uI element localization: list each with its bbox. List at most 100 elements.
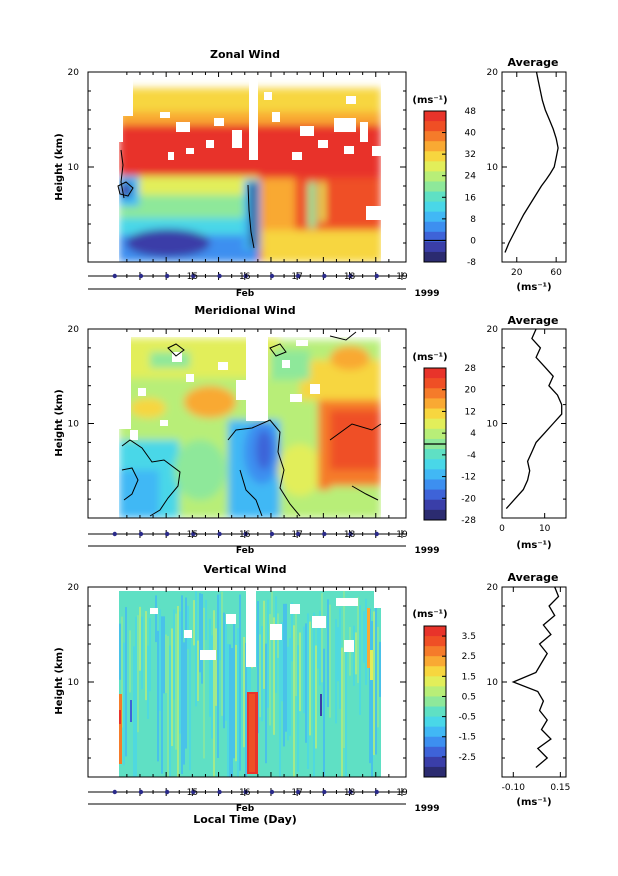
colorbar-band <box>424 469 446 480</box>
colorbar-band <box>424 489 446 501</box>
x-axis <box>126 329 390 518</box>
colorbar-band <box>424 459 446 470</box>
texture-streak <box>275 596 277 693</box>
texture-streak <box>219 594 221 661</box>
texture-streak <box>133 646 135 777</box>
colorbar-unit: (ms⁻¹) <box>412 352 447 363</box>
texture-streak <box>305 623 307 743</box>
texture-streak <box>371 620 373 777</box>
date-axis: 15 16 17 18 19 Feb 1999 <box>88 530 440 556</box>
panel-zonal: Zonal Wind Height (km) <box>54 48 567 299</box>
texture-streak <box>213 610 215 777</box>
texture-streak <box>209 618 211 717</box>
texture-streak <box>183 642 185 765</box>
texture-streak <box>147 645 149 719</box>
colorbar-label: 20 <box>465 386 477 396</box>
date-marker <box>164 789 170 795</box>
profile-y-tick-label: 20 <box>487 583 499 593</box>
date-marker <box>217 273 222 279</box>
profile-x-tick-label: 10 <box>539 524 551 534</box>
profile-x-tick-label: 0 <box>499 524 505 534</box>
colorbar-label: 32 <box>465 150 476 160</box>
texture-streak <box>155 595 157 643</box>
texture-streak <box>307 613 309 770</box>
date-marker <box>374 273 379 279</box>
texture-streak <box>195 591 197 707</box>
colorbar-label: -2.5 <box>458 753 476 763</box>
texture-streak <box>265 643 267 764</box>
texture-streak <box>235 644 237 762</box>
texture-streak <box>343 590 345 749</box>
texture-streak <box>149 618 151 692</box>
date-marker <box>138 789 144 795</box>
date-marker <box>295 531 301 537</box>
colorbar-label: -20 <box>461 494 476 504</box>
texture-streak <box>197 640 199 701</box>
colorbar-unit: (ms⁻¹) <box>412 609 447 620</box>
colorbar-band <box>424 388 446 399</box>
texture-streak <box>171 628 173 747</box>
colorbar-band <box>424 398 446 410</box>
texture-streak <box>159 609 161 711</box>
colorbar-band <box>424 479 446 491</box>
profile-title: Average <box>508 571 559 584</box>
texture-streak <box>169 645 171 777</box>
colorbar-band <box>424 221 446 233</box>
texture-streak <box>137 615 139 733</box>
date-marker <box>295 789 301 795</box>
colorbar-band <box>424 171 446 182</box>
colorbar-label: -8 <box>467 258 476 268</box>
texture-streak <box>233 619 235 759</box>
date-tick-label: 16 <box>239 272 251 282</box>
panel-vertical: Vertical Wind Height (km) <box>54 563 571 814</box>
colorbar-label: 24 <box>465 172 477 182</box>
y-axis: 10 20 <box>68 325 406 519</box>
colorbar-band <box>424 201 446 213</box>
y-axis: 10 20 <box>68 68 406 263</box>
colorbar-label: 3.5 <box>462 632 476 642</box>
texture-streak <box>179 611 181 734</box>
average-profile: Average 10 20 20 60 (ms⁻¹) <box>487 56 567 293</box>
date-marker <box>348 531 353 537</box>
date-marker <box>164 273 170 279</box>
date-marker <box>112 273 117 279</box>
texture-streak <box>315 645 317 749</box>
texture-streak <box>191 642 193 715</box>
date-marker <box>164 531 170 537</box>
texture-streak <box>203 607 205 759</box>
colorbar-band <box>424 646 446 657</box>
zero-contour <box>120 149 125 199</box>
y-tick-label: 20 <box>68 68 80 78</box>
panel-title: Zonal Wind <box>210 48 280 61</box>
texture-streak <box>243 636 245 748</box>
colorbar-band <box>424 499 446 511</box>
texture-streak <box>135 616 137 777</box>
date-tick-label: 15 <box>187 530 198 540</box>
profile-y-tick-label: 10 <box>487 420 499 430</box>
texture-streak <box>165 634 167 694</box>
y-tick-label: 10 <box>68 678 80 688</box>
texture-streak <box>151 614 153 761</box>
texture-streak <box>345 640 347 777</box>
date-tick-label: 17 <box>291 530 302 540</box>
y-axis: 10 20 <box>68 583 406 778</box>
year-label: 1999 <box>414 289 439 299</box>
profile-x-tick-label: -0.10 <box>502 783 526 793</box>
texture-streak <box>319 610 321 686</box>
texture-streak <box>291 602 293 662</box>
texture-streak <box>175 613 177 750</box>
colorbar-band <box>424 756 446 768</box>
y-tick-label: 20 <box>68 325 80 335</box>
profile-x-tick-label: 0.15 <box>550 783 570 793</box>
colorbar-label: 4 <box>470 429 476 439</box>
texture-streak <box>327 599 329 707</box>
average-profile: Average 10 20 -0.10 0.15 (ms⁻¹) <box>487 571 571 808</box>
texture-streak <box>303 626 305 714</box>
colorbar-label: 1.5 <box>462 672 476 682</box>
colorbar-label: 0 <box>470 236 476 246</box>
zero-contour <box>247 184 255 249</box>
profile-y-tick-label: 20 <box>487 325 499 335</box>
date-marker <box>243 789 248 795</box>
texture-streak <box>295 611 297 697</box>
date-tick-label: 18 <box>344 530 356 540</box>
